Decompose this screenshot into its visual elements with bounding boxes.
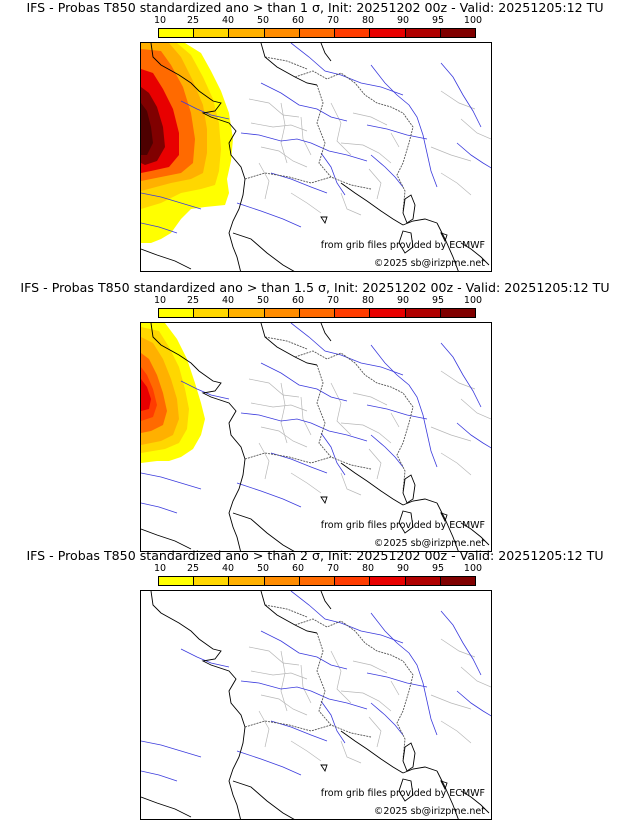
department-borders bbox=[248, 370, 491, 496]
probability-shading bbox=[141, 323, 205, 463]
rivers bbox=[141, 323, 491, 514]
panel-title: IFS - Probas T850 standardized ano > tha… bbox=[20, 280, 610, 295]
colorbar-segment bbox=[264, 577, 300, 585]
colorbar-segment bbox=[229, 309, 265, 317]
colorbar-tick-label: 10 bbox=[153, 15, 167, 26]
colorbar-tick-label: 25 bbox=[186, 563, 200, 574]
colorbar-segment bbox=[229, 29, 265, 37]
data-source-credit: from grib files provided by ECMWF bbox=[320, 788, 485, 799]
colorbar-segment bbox=[370, 309, 406, 317]
colorbar-segment bbox=[405, 309, 441, 317]
colorbar-tick-label: 10 bbox=[153, 563, 167, 574]
colorbar-tick-label: 40 bbox=[221, 563, 235, 574]
colorbar-segment bbox=[194, 29, 230, 37]
colorbar-tick-label: 100 bbox=[463, 15, 483, 26]
data-source-credit: from grib files provided by ECMWF bbox=[320, 520, 485, 531]
department-borders bbox=[248, 90, 491, 216]
colorbar-tick-label: 100 bbox=[463, 295, 483, 306]
colorbar-tick-label: 25 bbox=[186, 295, 200, 306]
colorbar-segment bbox=[405, 577, 441, 585]
colorbar-tick-label: 50 bbox=[256, 15, 270, 26]
colorbar-segment bbox=[370, 577, 406, 585]
colorbar-segment bbox=[159, 577, 195, 585]
probability-contour bbox=[141, 379, 151, 411]
colorbar-tick-label: 90 bbox=[396, 563, 410, 574]
map-frame: from grib files provided by ECMWF ©2025 s… bbox=[140, 322, 492, 552]
colorbar-segment bbox=[335, 29, 371, 37]
colorbar-segment bbox=[370, 29, 406, 37]
department-borders bbox=[248, 638, 491, 764]
colorbar bbox=[158, 576, 476, 586]
colorbar-tick-label: 95 bbox=[431, 15, 445, 26]
colorbar-segment bbox=[194, 309, 230, 317]
colorbar-segment bbox=[440, 577, 475, 585]
copyright-credit: ©2025 sb@irizpme.net bbox=[373, 806, 485, 817]
forecast-panel: IFS - Probas T850 standardized ano > tha… bbox=[0, 548, 630, 820]
map-canvas bbox=[141, 43, 491, 271]
colorbar-tick-label: 90 bbox=[396, 295, 410, 306]
colorbar-segment bbox=[335, 577, 371, 585]
colorbar-tick-label: 70 bbox=[326, 15, 340, 26]
probability-shading bbox=[141, 43, 233, 243]
colorbar-tick-label: 60 bbox=[291, 15, 305, 26]
forecast-panel: IFS - Probas T850 standardized ano > tha… bbox=[0, 280, 630, 552]
colorbar-tick-label: 50 bbox=[256, 563, 270, 574]
colorbar-tick-label: 60 bbox=[291, 563, 305, 574]
colorbar-segment bbox=[159, 309, 195, 317]
colorbar-tick-label: 95 bbox=[431, 295, 445, 306]
colorbar-tick-label: 100 bbox=[463, 563, 483, 574]
coastlines bbox=[141, 323, 490, 551]
colorbar-segment bbox=[335, 309, 371, 317]
colorbar bbox=[158, 308, 476, 318]
coastlines bbox=[141, 43, 490, 271]
colorbar-segment bbox=[264, 309, 300, 317]
rivers bbox=[141, 591, 491, 782]
map-frame: from grib files provided by ECMWF ©2025 s… bbox=[140, 590, 492, 820]
colorbar-segment bbox=[405, 29, 441, 37]
colorbar-segment bbox=[299, 29, 336, 37]
panel-title: IFS - Probas T850 standardized ano > tha… bbox=[26, 0, 604, 15]
colorbar-tick-label: 90 bbox=[396, 15, 410, 26]
colorbar-tick-labels: 10 25 40 50 60 70 80 90 95 100 bbox=[140, 15, 490, 27]
colorbar-segment bbox=[299, 309, 336, 317]
colorbar-segment bbox=[440, 29, 475, 37]
colorbar-tick-label: 80 bbox=[361, 295, 375, 306]
colorbar-segment bbox=[159, 29, 195, 37]
colorbar-tick-label: 80 bbox=[361, 15, 375, 26]
map-canvas bbox=[141, 323, 491, 551]
colorbar-tick-label: 10 bbox=[153, 295, 167, 306]
map-frame: from grib files provided by ECMWF ©2025 s… bbox=[140, 42, 492, 272]
panel-title: IFS - Probas T850 standardized ano > tha… bbox=[26, 548, 604, 563]
colorbar-tick-label: 40 bbox=[221, 295, 235, 306]
colorbar-segment bbox=[264, 29, 300, 37]
colorbar-tick-labels: 10 25 40 50 60 70 80 90 95 100 bbox=[140, 295, 490, 307]
copyright-credit: ©2025 sb@irizpme.net bbox=[373, 538, 485, 549]
colorbar-tick-label: 60 bbox=[291, 295, 305, 306]
map-canvas bbox=[141, 591, 491, 819]
country-borders bbox=[244, 336, 414, 492]
data-source-credit: from grib files provided by ECMWF bbox=[320, 240, 485, 251]
country-borders bbox=[244, 56, 414, 212]
coastlines bbox=[141, 591, 490, 819]
forecast-panel: IFS - Probas T850 standardized ano > tha… bbox=[0, 0, 630, 272]
colorbar-tick-label: 95 bbox=[431, 563, 445, 574]
colorbar-tick-label: 40 bbox=[221, 15, 235, 26]
probability-contour bbox=[141, 103, 153, 155]
colorbar-tick-label: 80 bbox=[361, 563, 375, 574]
colorbar-tick-labels: 10 25 40 50 60 70 80 90 95 100 bbox=[140, 563, 490, 575]
rivers bbox=[141, 43, 491, 234]
colorbar-segment bbox=[440, 309, 475, 317]
colorbar-tick-label: 25 bbox=[186, 15, 200, 26]
colorbar-tick-label: 50 bbox=[256, 295, 270, 306]
colorbar-segment bbox=[299, 577, 336, 585]
colorbar-segment bbox=[229, 577, 265, 585]
country-borders bbox=[244, 604, 414, 760]
colorbar-tick-label: 70 bbox=[326, 295, 340, 306]
colorbar-tick-label: 70 bbox=[326, 563, 340, 574]
copyright-credit: ©2025 sb@irizpme.net bbox=[373, 258, 485, 269]
colorbar-segment bbox=[194, 577, 230, 585]
colorbar bbox=[158, 28, 476, 38]
